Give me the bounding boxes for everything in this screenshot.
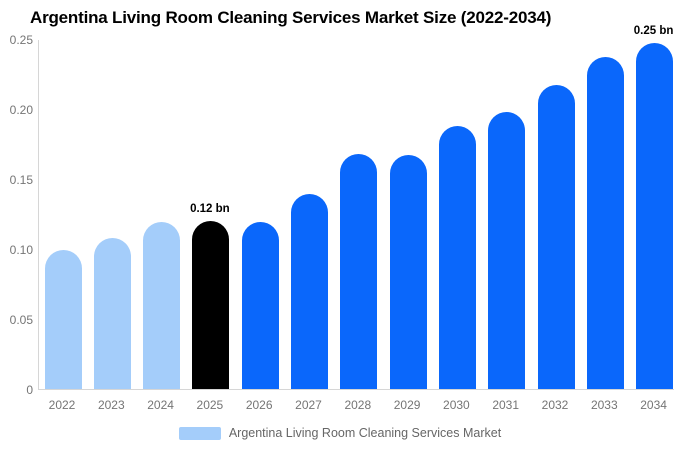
plot-area — [38, 40, 674, 390]
x-tick-2028: 2028 — [344, 398, 372, 412]
x-tick-2034: 2034 — [640, 398, 667, 412]
bar-value-label-2025: 0.12 bn — [190, 203, 230, 215]
x-tick-2031: 2031 — [492, 398, 520, 412]
bar-2028[interactable] — [340, 154, 378, 389]
bar-2030[interactable] — [438, 126, 476, 389]
y-tick-0.15: 0.15 — [9, 173, 33, 187]
bar-2032[interactable] — [537, 85, 575, 389]
y-tick-0.25: 0.25 — [9, 33, 33, 47]
legend-swatch — [178, 427, 221, 440]
x-tick-2023: 2023 — [97, 398, 125, 412]
bar-2029[interactable] — [389, 155, 427, 389]
x-tick-2029: 2029 — [393, 398, 421, 412]
x-tick-2026: 2026 — [245, 398, 273, 412]
bar-2023[interactable] — [93, 238, 131, 389]
chart-title: Argentina Living Room Cleaning Services … — [30, 8, 552, 27]
y-tick-0.20: 0.20 — [9, 103, 33, 117]
legend-item[interactable]: Argentina Living Room Cleaning Services … — [0, 426, 680, 441]
x-tick-2025: 2025 — [196, 398, 224, 412]
x-tick-2030: 2030 — [443, 398, 470, 412]
legend-label: Argentina Living Room Cleaning Services … — [228, 426, 502, 440]
bar-2034[interactable] — [636, 43, 674, 389]
bar-2025[interactable] — [192, 221, 230, 389]
x-tick-2032: 2032 — [541, 398, 569, 412]
y-tick-0: 0 — [26, 383, 33, 397]
y-tick-0.10: 0.10 — [9, 243, 33, 257]
x-tick-2027: 2027 — [295, 398, 322, 412]
x-tick-2024: 2024 — [147, 398, 174, 412]
x-tick-2033: 2033 — [590, 398, 618, 412]
bar-2033[interactable] — [586, 57, 624, 389]
x-tick-2022: 2022 — [48, 398, 76, 412]
y-tick-0.05: 0.05 — [9, 313, 33, 327]
bar-2024[interactable] — [143, 222, 181, 389]
bar-value-label-2034: 0.25 bn — [633, 25, 674, 38]
bar-2031[interactable] — [488, 112, 526, 389]
bar-2027[interactable] — [291, 194, 328, 389]
bar-2026[interactable] — [241, 222, 279, 389]
bar-2022[interactable] — [44, 250, 82, 389]
